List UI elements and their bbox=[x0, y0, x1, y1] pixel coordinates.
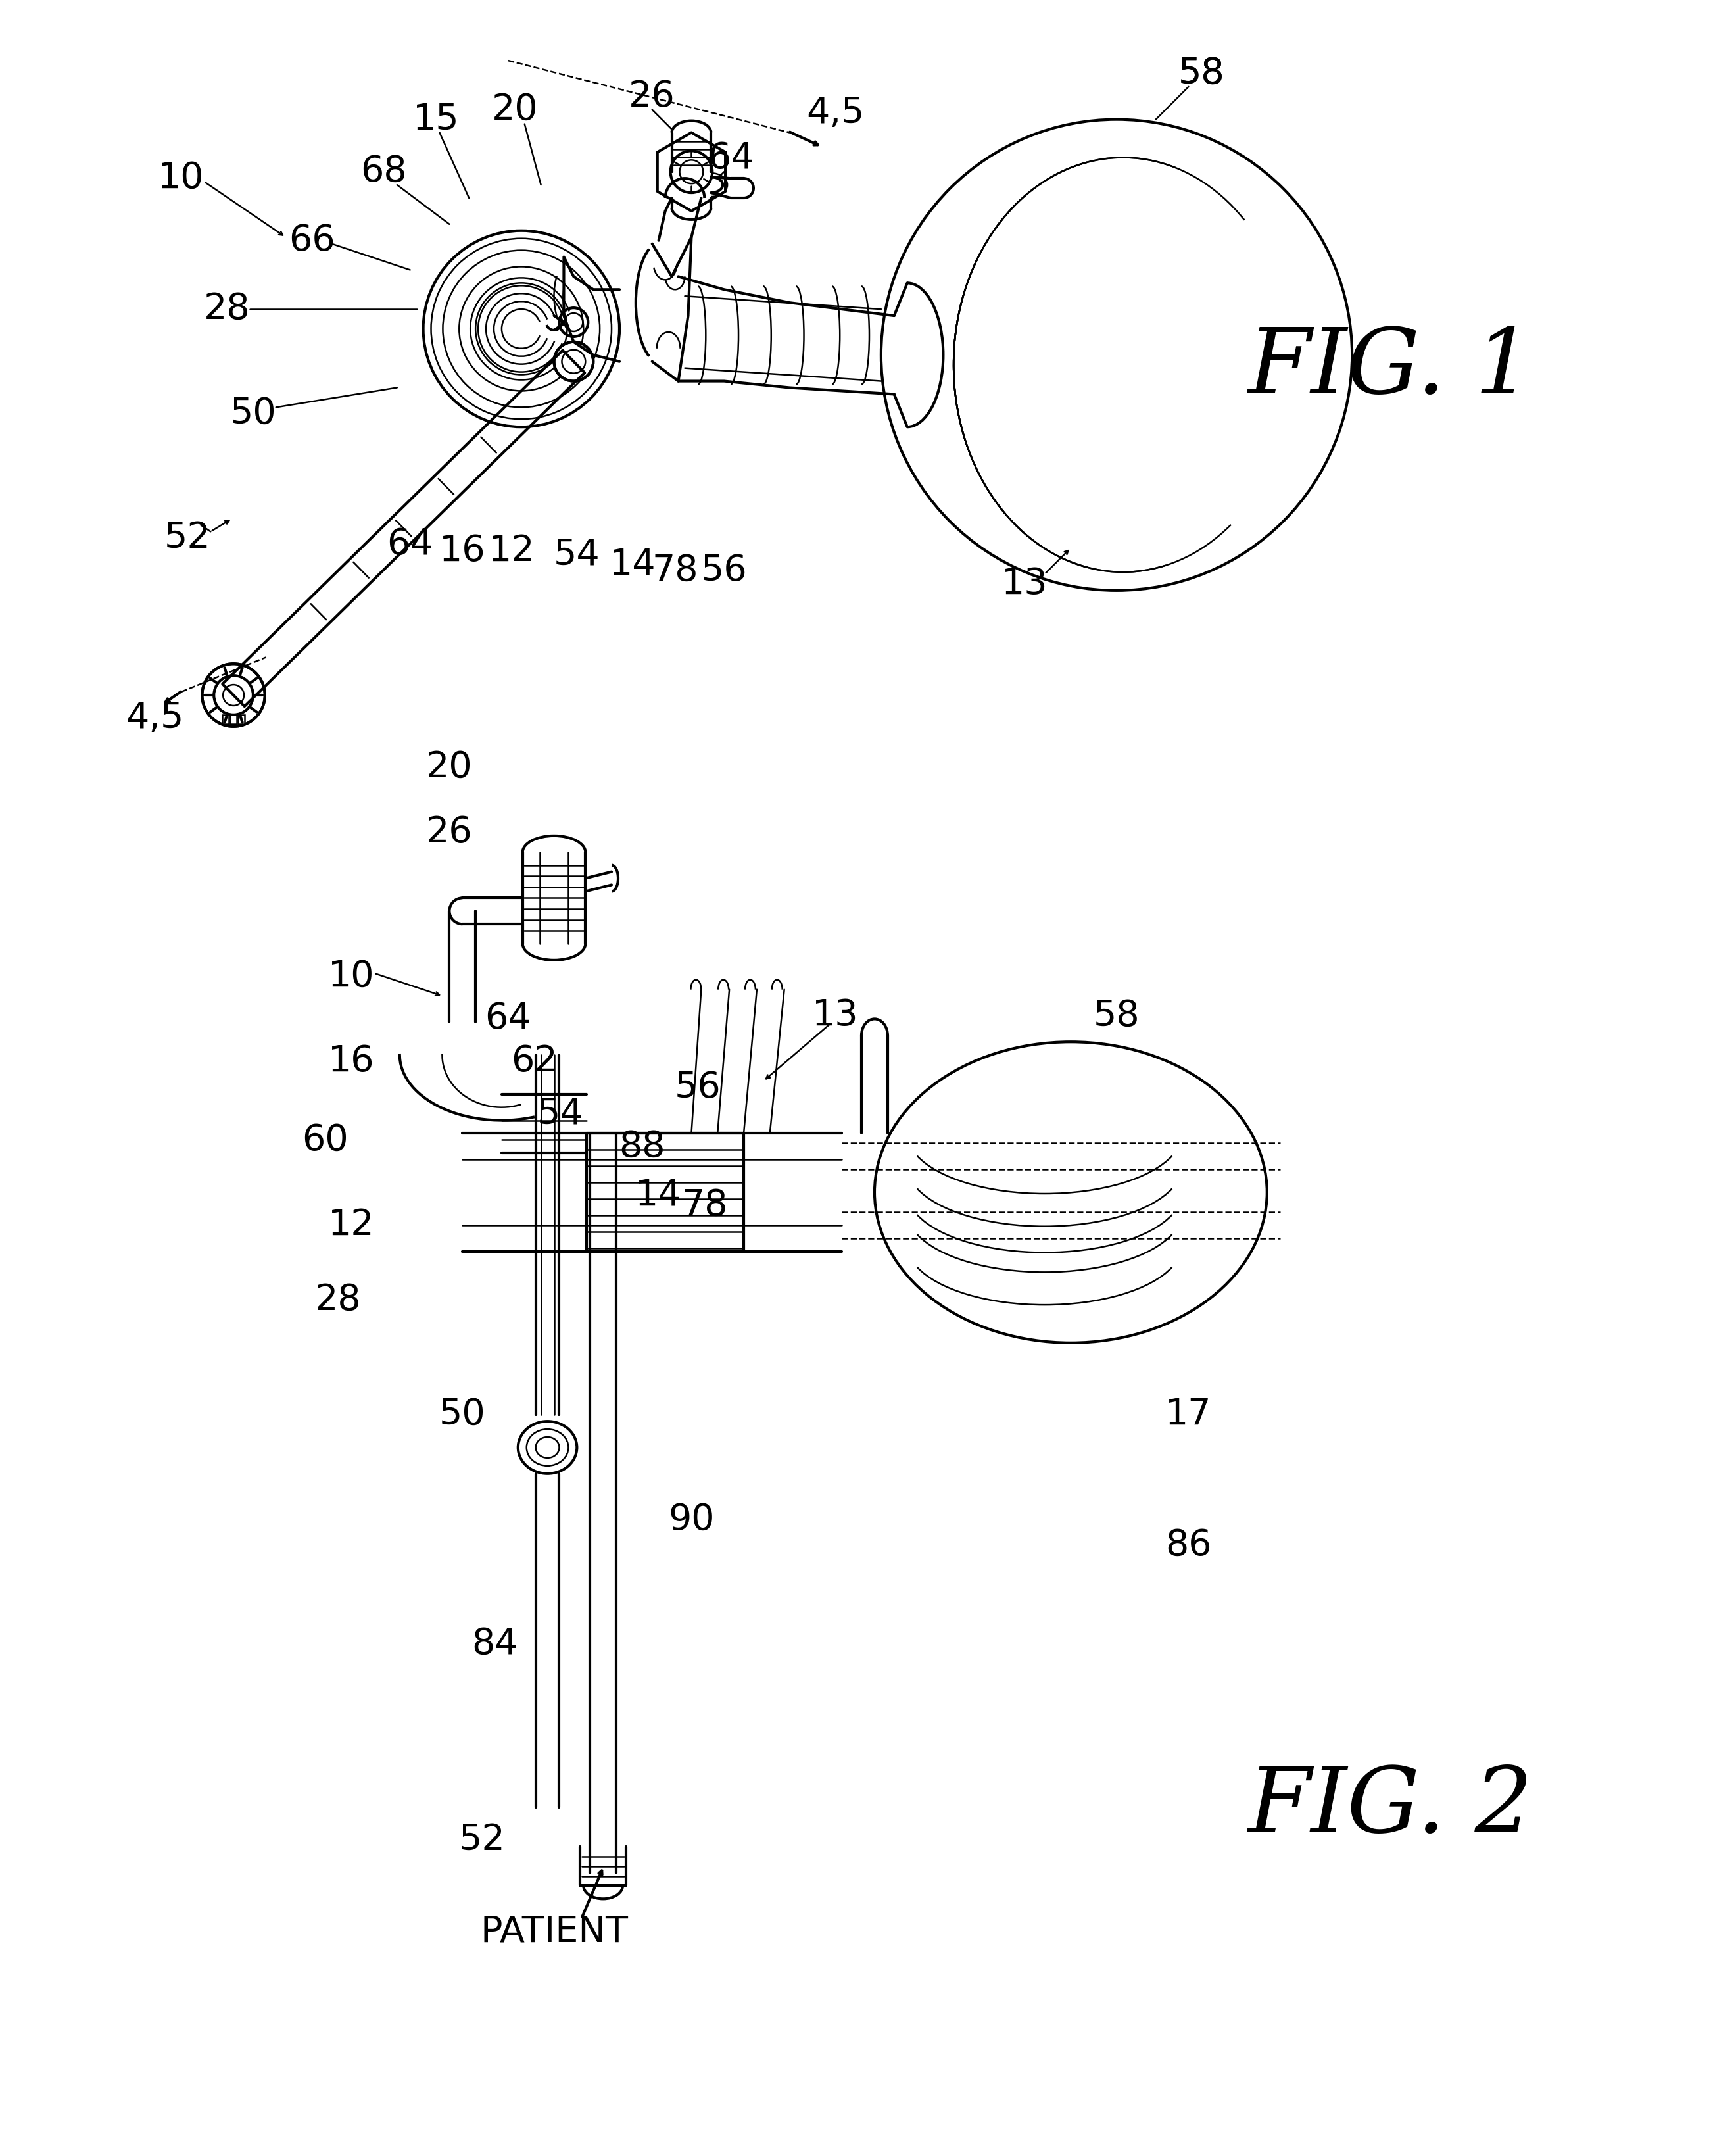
Text: 52: 52 bbox=[165, 520, 212, 556]
Text: 28: 28 bbox=[203, 291, 250, 327]
Text: 54: 54 bbox=[538, 1096, 583, 1132]
Text: 16: 16 bbox=[439, 533, 486, 569]
Text: 78: 78 bbox=[681, 1188, 727, 1224]
Bar bbox=[238, 715, 245, 723]
Text: 13: 13 bbox=[812, 997, 859, 1034]
Text: 56: 56 bbox=[675, 1070, 720, 1106]
Text: 20: 20 bbox=[425, 749, 472, 785]
Text: 68: 68 bbox=[361, 154, 408, 190]
Text: 4,5: 4,5 bbox=[806, 94, 865, 131]
Text: 60: 60 bbox=[302, 1121, 349, 1158]
Text: FIG. 2: FIG. 2 bbox=[1248, 1763, 1533, 1851]
Text: 56: 56 bbox=[701, 552, 748, 589]
Bar bbox=[222, 715, 229, 723]
Text: 84: 84 bbox=[472, 1626, 519, 1661]
Text: 14: 14 bbox=[635, 1177, 682, 1213]
Text: 26: 26 bbox=[425, 815, 472, 850]
Bar bbox=[231, 715, 236, 723]
Text: 12: 12 bbox=[488, 533, 535, 569]
Text: 86: 86 bbox=[1165, 1528, 1212, 1564]
Text: 50: 50 bbox=[229, 396, 276, 432]
Text: 14: 14 bbox=[609, 546, 656, 582]
Text: 17: 17 bbox=[1165, 1397, 1212, 1432]
Text: 12: 12 bbox=[328, 1207, 375, 1243]
Text: 64: 64 bbox=[484, 1002, 531, 1036]
Text: 13: 13 bbox=[1002, 567, 1049, 601]
Text: 20: 20 bbox=[491, 92, 538, 128]
Text: 16: 16 bbox=[328, 1044, 375, 1079]
Text: 10: 10 bbox=[158, 160, 205, 197]
Circle shape bbox=[201, 663, 266, 728]
Text: 26: 26 bbox=[628, 79, 675, 113]
Text: 88: 88 bbox=[620, 1128, 665, 1164]
Text: 78: 78 bbox=[651, 552, 698, 589]
Text: 64: 64 bbox=[707, 141, 753, 175]
Circle shape bbox=[554, 342, 594, 381]
Text: PATIENT: PATIENT bbox=[481, 1913, 628, 1950]
Text: 52: 52 bbox=[458, 1823, 505, 1858]
Text: 66: 66 bbox=[288, 223, 335, 259]
Text: 58: 58 bbox=[1179, 56, 1226, 92]
Text: 62: 62 bbox=[510, 1044, 557, 1079]
Text: 58: 58 bbox=[1094, 997, 1141, 1034]
Text: 4,5: 4,5 bbox=[127, 700, 184, 736]
Text: 10: 10 bbox=[328, 959, 375, 995]
Text: 15: 15 bbox=[413, 103, 460, 137]
Text: 28: 28 bbox=[314, 1282, 361, 1318]
Text: 54: 54 bbox=[554, 537, 601, 571]
Text: 50: 50 bbox=[439, 1397, 486, 1432]
Text: 90: 90 bbox=[668, 1502, 715, 1537]
Text: 64: 64 bbox=[387, 526, 434, 563]
Text: 58: 58 bbox=[1179, 56, 1226, 92]
Text: FIG. 1: FIG. 1 bbox=[1248, 323, 1533, 413]
